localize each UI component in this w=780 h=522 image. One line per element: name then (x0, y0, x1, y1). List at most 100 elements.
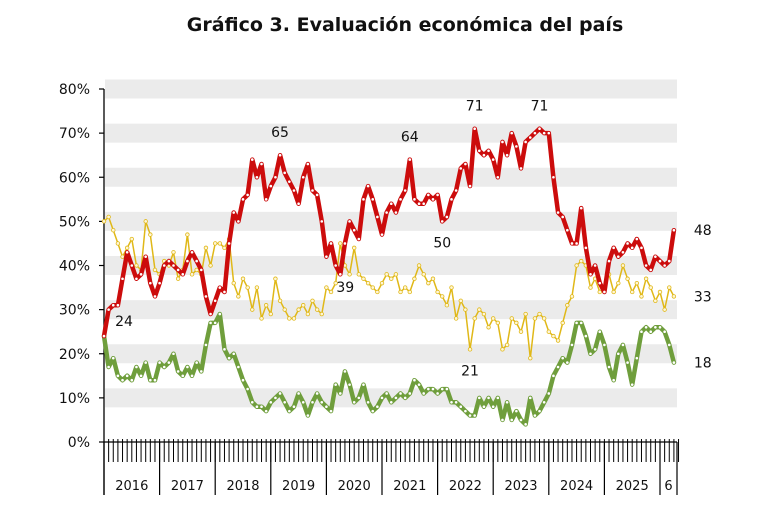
data-point-green (213, 321, 217, 325)
data-point-yellow (236, 294, 241, 299)
data-label: 48 (694, 223, 712, 239)
data-point-green (566, 361, 569, 364)
data-point-green (561, 356, 564, 360)
data-point-red (524, 140, 527, 144)
data-point-yellow (667, 285, 672, 290)
data-point-red (496, 175, 500, 179)
data-point-green (167, 361, 171, 364)
data-point-green (542, 400, 546, 404)
data-point-red (403, 189, 407, 192)
data-point-yellow (532, 316, 538, 321)
data-point-red (162, 264, 166, 267)
data-point-red (311, 189, 314, 192)
data-point-red (167, 259, 171, 263)
data-point-red (380, 233, 384, 236)
x-year-label: 2020 (338, 479, 371, 494)
data-point-yellow (384, 272, 389, 277)
data-point-green (297, 392, 300, 395)
data-point-red (283, 171, 287, 175)
data-point-red (579, 206, 583, 210)
data-point-red (649, 268, 653, 272)
data-point-yellow (250, 307, 255, 312)
data-point-red (125, 250, 129, 254)
data-point-yellow (305, 311, 311, 317)
data-point-red (612, 246, 615, 250)
data-point-red (153, 295, 157, 298)
data-point-red (264, 198, 268, 201)
data-point-yellow (217, 241, 223, 246)
data-point-yellow (319, 311, 324, 317)
data-point-green (116, 374, 120, 378)
data-point-yellow (194, 267, 199, 273)
data-point-red (301, 175, 305, 179)
data-point-green (649, 330, 653, 333)
data-label: 64 (401, 130, 419, 146)
data-point-green (352, 400, 356, 404)
data-point-yellow (491, 316, 496, 321)
data-label: 33 (694, 289, 712, 305)
data-point-red (121, 277, 124, 281)
data-point-red (376, 215, 379, 219)
data-point-yellow (282, 307, 287, 312)
data-point-yellow (370, 285, 375, 290)
series-line-green (101, 311, 677, 427)
data-point-yellow (338, 241, 343, 246)
data-point-red (538, 127, 541, 131)
data-point-yellow (458, 298, 463, 303)
data-point-yellow (546, 329, 551, 334)
data-point-yellow (240, 276, 246, 281)
data-point-yellow (254, 285, 260, 290)
data-point-yellow (435, 289, 440, 295)
data-point-yellow (365, 280, 371, 286)
data-point-red (654, 255, 657, 258)
data-point-red (111, 303, 115, 307)
data-point-red (329, 242, 333, 245)
data-point-red (255, 175, 259, 179)
data-point-red (260, 162, 263, 166)
data-point-green (149, 378, 152, 382)
data-point-red (176, 268, 180, 272)
data-point-yellow (611, 289, 616, 295)
data-point-green (125, 374, 129, 378)
data-point-green (630, 383, 634, 386)
data-point-green (524, 423, 527, 426)
data-point-green (413, 378, 416, 382)
data-point-red (431, 198, 435, 201)
data-point-red (584, 246, 588, 250)
data-point-red (399, 198, 402, 201)
data-point-red (464, 162, 467, 166)
x-year-label: 2022 (449, 479, 482, 494)
data-point-red (533, 131, 537, 135)
data-point-yellow (486, 325, 491, 330)
data-point-green (144, 361, 147, 364)
data-point-yellow (653, 298, 658, 303)
data-point-green (306, 414, 310, 417)
data-point-green (515, 409, 518, 413)
data-point-yellow (324, 285, 329, 290)
y-tick-label: 50% (59, 214, 90, 230)
data-point-red (658, 259, 662, 263)
data-point-green (635, 356, 639, 360)
data-point-red (478, 149, 481, 153)
data-point-green (172, 352, 175, 356)
data-point-green (440, 387, 444, 391)
data-point-yellow (662, 307, 667, 312)
data-point-green (343, 370, 347, 373)
data-point-green (445, 387, 449, 391)
data-point-green (450, 400, 453, 404)
y-tick-label: 40% (59, 259, 90, 275)
data-point-yellow (657, 289, 663, 295)
data-point-red (204, 295, 208, 298)
x-year-label: 2024 (560, 479, 593, 494)
data-point-yellow (203, 245, 209, 251)
data-point-green (209, 321, 212, 325)
data-point-green (403, 396, 407, 400)
data-point-red (589, 273, 592, 276)
x-year-label: 2018 (226, 479, 259, 494)
data-point-yellow (426, 280, 431, 286)
data-point-yellow (616, 280, 621, 286)
data-point-green (380, 396, 384, 400)
data-point-green (468, 414, 472, 417)
data-point-yellow (143, 219, 148, 224)
